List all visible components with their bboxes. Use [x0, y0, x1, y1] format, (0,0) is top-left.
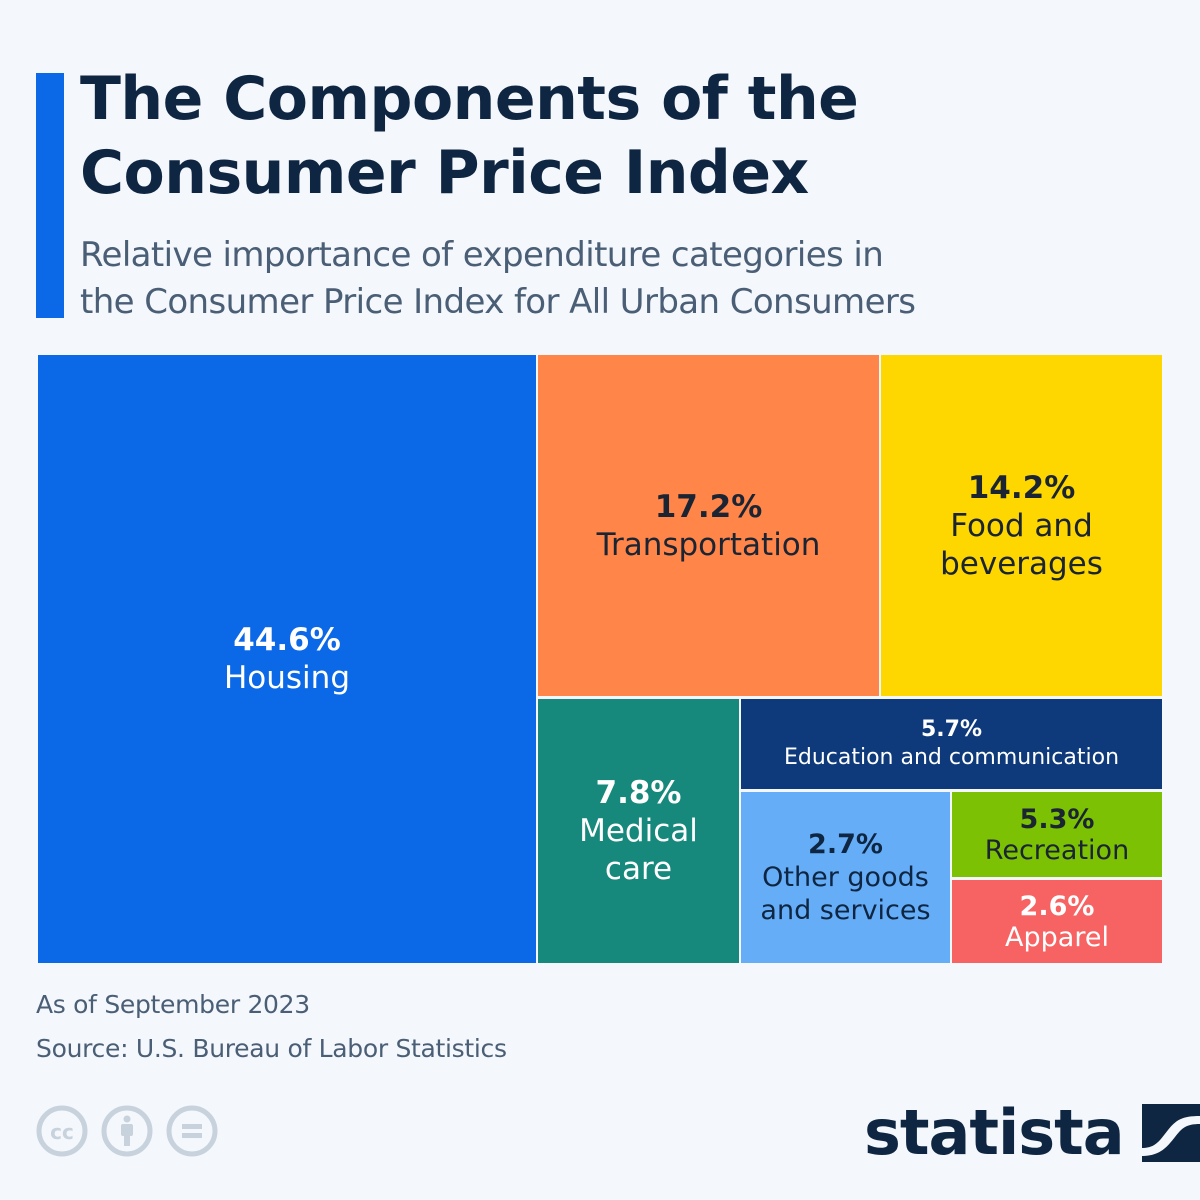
cell-category-label: Other goods: [762, 862, 929, 893]
treemap-cell-transportation: 17.2% Transportation: [538, 355, 879, 696]
statista-logo-icon: [1141, 1104, 1200, 1162]
chart-title: The Components of the Consumer Price Ind…: [80, 62, 1160, 210]
cell-category-label: Apparel: [1005, 921, 1109, 953]
date-note: As of September 2023: [36, 990, 310, 1019]
chart-title-line-1: The Components of the: [80, 64, 859, 134]
cell-value-label: 5.7%: [920, 717, 982, 742]
cell-category-label: Housing: [223, 660, 350, 696]
cell-value-label: 2.6%: [1019, 890, 1095, 922]
chart-subtitle: Relative importance of expenditure categ…: [80, 232, 1180, 326]
cell-category-label: Transportation: [596, 526, 821, 563]
cell-value-label: 14.2%: [967, 469, 1076, 506]
statista-logo[interactable]: statista: [864, 1098, 1200, 1168]
no-derivatives-icon[interactable]: [166, 1105, 218, 1157]
cell-category-label: care: [604, 851, 673, 887]
treemap-cell-medical-care: 7.8% Medical care: [538, 699, 739, 963]
cc-icon[interactable]: cc: [36, 1105, 88, 1157]
treemap-cell-apparel: 2.6% Apparel: [952, 880, 1162, 963]
cell-category-label: Recreation: [984, 834, 1130, 866]
cell-value-label: 2.7%: [808, 829, 883, 860]
treemap-cell-food-and-beverages: 14.2% Food and beverages: [881, 355, 1162, 696]
cell-value-label: 44.6%: [233, 622, 341, 658]
svg-text:cc: cc: [50, 1120, 74, 1144]
cell-category-label: and services: [760, 895, 931, 926]
chart-subtitle-line-1: Relative importance of expenditure categ…: [80, 235, 884, 275]
treemap-cell-education-and-communication: 5.7% Education and communication: [741, 699, 1162, 789]
treemap-cell-other-goods-and-services: 2.7% Other goods and services: [741, 792, 950, 963]
cell-value-label: 17.2%: [654, 488, 763, 525]
license-icons: cc: [36, 1105, 218, 1157]
treemap-cell-recreation: 5.3% Recreation: [952, 792, 1162, 877]
cell-category-label: Food and: [950, 507, 1093, 544]
cell-category-label: beverages: [940, 545, 1103, 582]
statista-wordmark: statista: [864, 1096, 1125, 1169]
chart-title-line-2: Consumer Price Index: [80, 138, 809, 208]
attribution-icon[interactable]: [101, 1105, 153, 1157]
treemap-cell-housing: 44.6% Housing: [38, 355, 536, 963]
chart-subtitle-line-2: the Consumer Price Index for All Urban C…: [80, 282, 916, 322]
source-note: Source: U.S. Bureau of Labor Statistics: [36, 1034, 507, 1063]
cell-value-label: 5.3%: [1019, 803, 1095, 835]
cell-value-label: 7.8%: [595, 775, 682, 811]
cell-category-label: Medical: [579, 813, 698, 849]
title-accent-bar: [36, 73, 64, 318]
cell-category-label: Education and communication: [783, 745, 1120, 770]
